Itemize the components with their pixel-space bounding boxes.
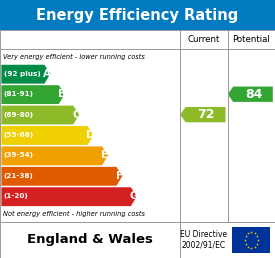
Text: F: F bbox=[116, 171, 123, 181]
Polygon shape bbox=[180, 107, 225, 122]
Text: (21-38): (21-38) bbox=[4, 173, 34, 179]
Polygon shape bbox=[1, 187, 137, 206]
Text: 2002/91/EC: 2002/91/EC bbox=[182, 241, 226, 249]
Polygon shape bbox=[1, 167, 122, 186]
Text: (1-20): (1-20) bbox=[4, 193, 28, 199]
Text: Current: Current bbox=[188, 35, 220, 44]
Text: (69-80): (69-80) bbox=[4, 112, 34, 118]
Text: England & Wales: England & Wales bbox=[27, 233, 153, 246]
Text: G: G bbox=[130, 191, 138, 201]
Text: (55-68): (55-68) bbox=[4, 132, 34, 138]
Polygon shape bbox=[1, 85, 65, 104]
Text: (81-91): (81-91) bbox=[4, 91, 34, 97]
Text: Not energy efficient - higher running costs: Not energy efficient - higher running co… bbox=[3, 211, 145, 217]
Text: E: E bbox=[101, 150, 109, 160]
Polygon shape bbox=[1, 65, 50, 84]
Polygon shape bbox=[1, 126, 94, 145]
Bar bbox=[0, 222, 275, 258]
Bar bbox=[232, 227, 270, 253]
Text: EU Directive: EU Directive bbox=[180, 230, 227, 239]
Text: B: B bbox=[58, 89, 66, 99]
Text: (92 plus): (92 plus) bbox=[4, 71, 40, 77]
Text: Potential: Potential bbox=[232, 35, 270, 44]
Polygon shape bbox=[1, 147, 108, 165]
Text: C: C bbox=[72, 110, 80, 120]
Text: (39-54): (39-54) bbox=[4, 152, 34, 158]
Text: 72: 72 bbox=[197, 108, 215, 121]
Polygon shape bbox=[228, 87, 273, 102]
Text: D: D bbox=[86, 130, 95, 140]
Text: A: A bbox=[43, 69, 51, 79]
Polygon shape bbox=[1, 106, 79, 124]
Text: Energy Efficiency Rating: Energy Efficiency Rating bbox=[36, 8, 239, 23]
Bar bbox=[0, 0, 275, 30]
Text: Very energy efficient - lower running costs: Very energy efficient - lower running co… bbox=[3, 53, 145, 60]
Text: 84: 84 bbox=[245, 88, 262, 101]
Bar bbox=[0, 30, 275, 222]
